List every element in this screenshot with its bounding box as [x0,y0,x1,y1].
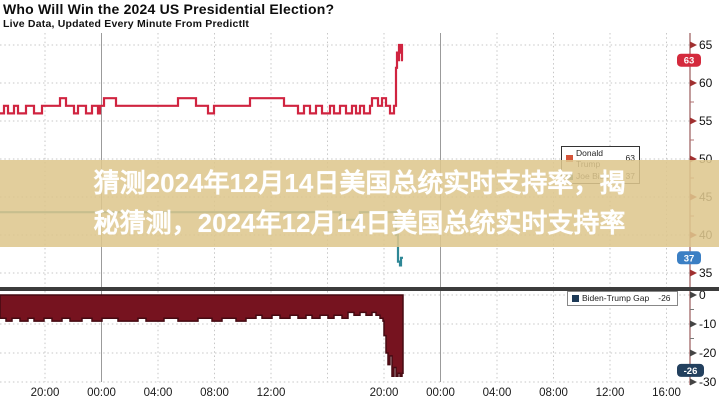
value-badge [677,363,704,377]
value-badge-label: -26 [684,366,698,377]
x-axis-label: 12:00 [596,387,625,399]
x-axis-label: 00:00 [426,387,455,399]
x-axis-label: 08:00 [539,387,568,399]
tick-arrow-icon [690,291,697,299]
tick-arrow-icon [690,79,697,87]
tick-arrow-icon [690,378,697,386]
gap-swatch-icon [572,294,579,302]
page-subtitle: Live Data, Updated Every Minute From Pre… [3,18,250,30]
value-badge [677,251,701,265]
tick-arrow-icon [690,320,697,328]
y-axis-label: 0 [699,288,706,302]
x-axis-label: 04:00 [483,387,512,399]
tick-arrow-icon [690,41,697,49]
y-axis-label: -20 [699,346,717,360]
gap-area [0,294,404,377]
x-axis-label: 20:00 [370,387,399,399]
x-axis-label: 16:00 [652,387,681,399]
x-axis-label: 00:00 [87,387,116,399]
trump-line [0,43,404,115]
tick-arrow-icon [690,349,697,357]
banner-line-2: 秘猜测，2024年12月14日美国总统实时支持率 [93,208,626,238]
value-badge [677,53,701,67]
gap-legend: Biden-Trump Gap -26 [567,291,678,306]
chinese-overlay-banner: 猜测2024年12月14日美国总统实时支持率，揭 秘猜测，2024年12月14日… [0,160,719,247]
x-axis-label: 08:00 [200,387,229,399]
tick-arrow-icon [690,269,697,277]
tick-arrow-icon [690,117,697,125]
y-axis-label: 60 [699,76,713,90]
legend-row-gap: Biden-Trump Gap -26 [568,292,675,305]
chart-header: Who Will Win the 2024 US Presidential El… [3,1,334,30]
legend-value: -26 [658,293,671,303]
value-badge-label: 37 [684,253,695,264]
y-axis-label: 35 [699,266,713,280]
y-axis-label: -30 [699,375,717,389]
panel-separator [0,287,719,291]
value-badge-label: 63 [684,56,695,67]
x-axis-label: 20:00 [31,387,60,399]
y-axis-label: -10 [699,317,717,331]
banner-line-1: 猜测2024年12月14日美国总统实时支持率，揭 [93,168,626,198]
page-title: Who Will Win the 2024 US Presidential El… [3,1,335,17]
trump-swatch-icon [566,155,573,163]
legend-value: 63 [625,153,635,164]
x-axis-label: 04:00 [144,387,173,399]
legend-label: Biden-Trump Gap [582,293,650,303]
x-axis-label: 12:00 [257,387,286,399]
y-axis-label: 65 [699,38,713,52]
y-axis-label: 55 [699,114,713,128]
